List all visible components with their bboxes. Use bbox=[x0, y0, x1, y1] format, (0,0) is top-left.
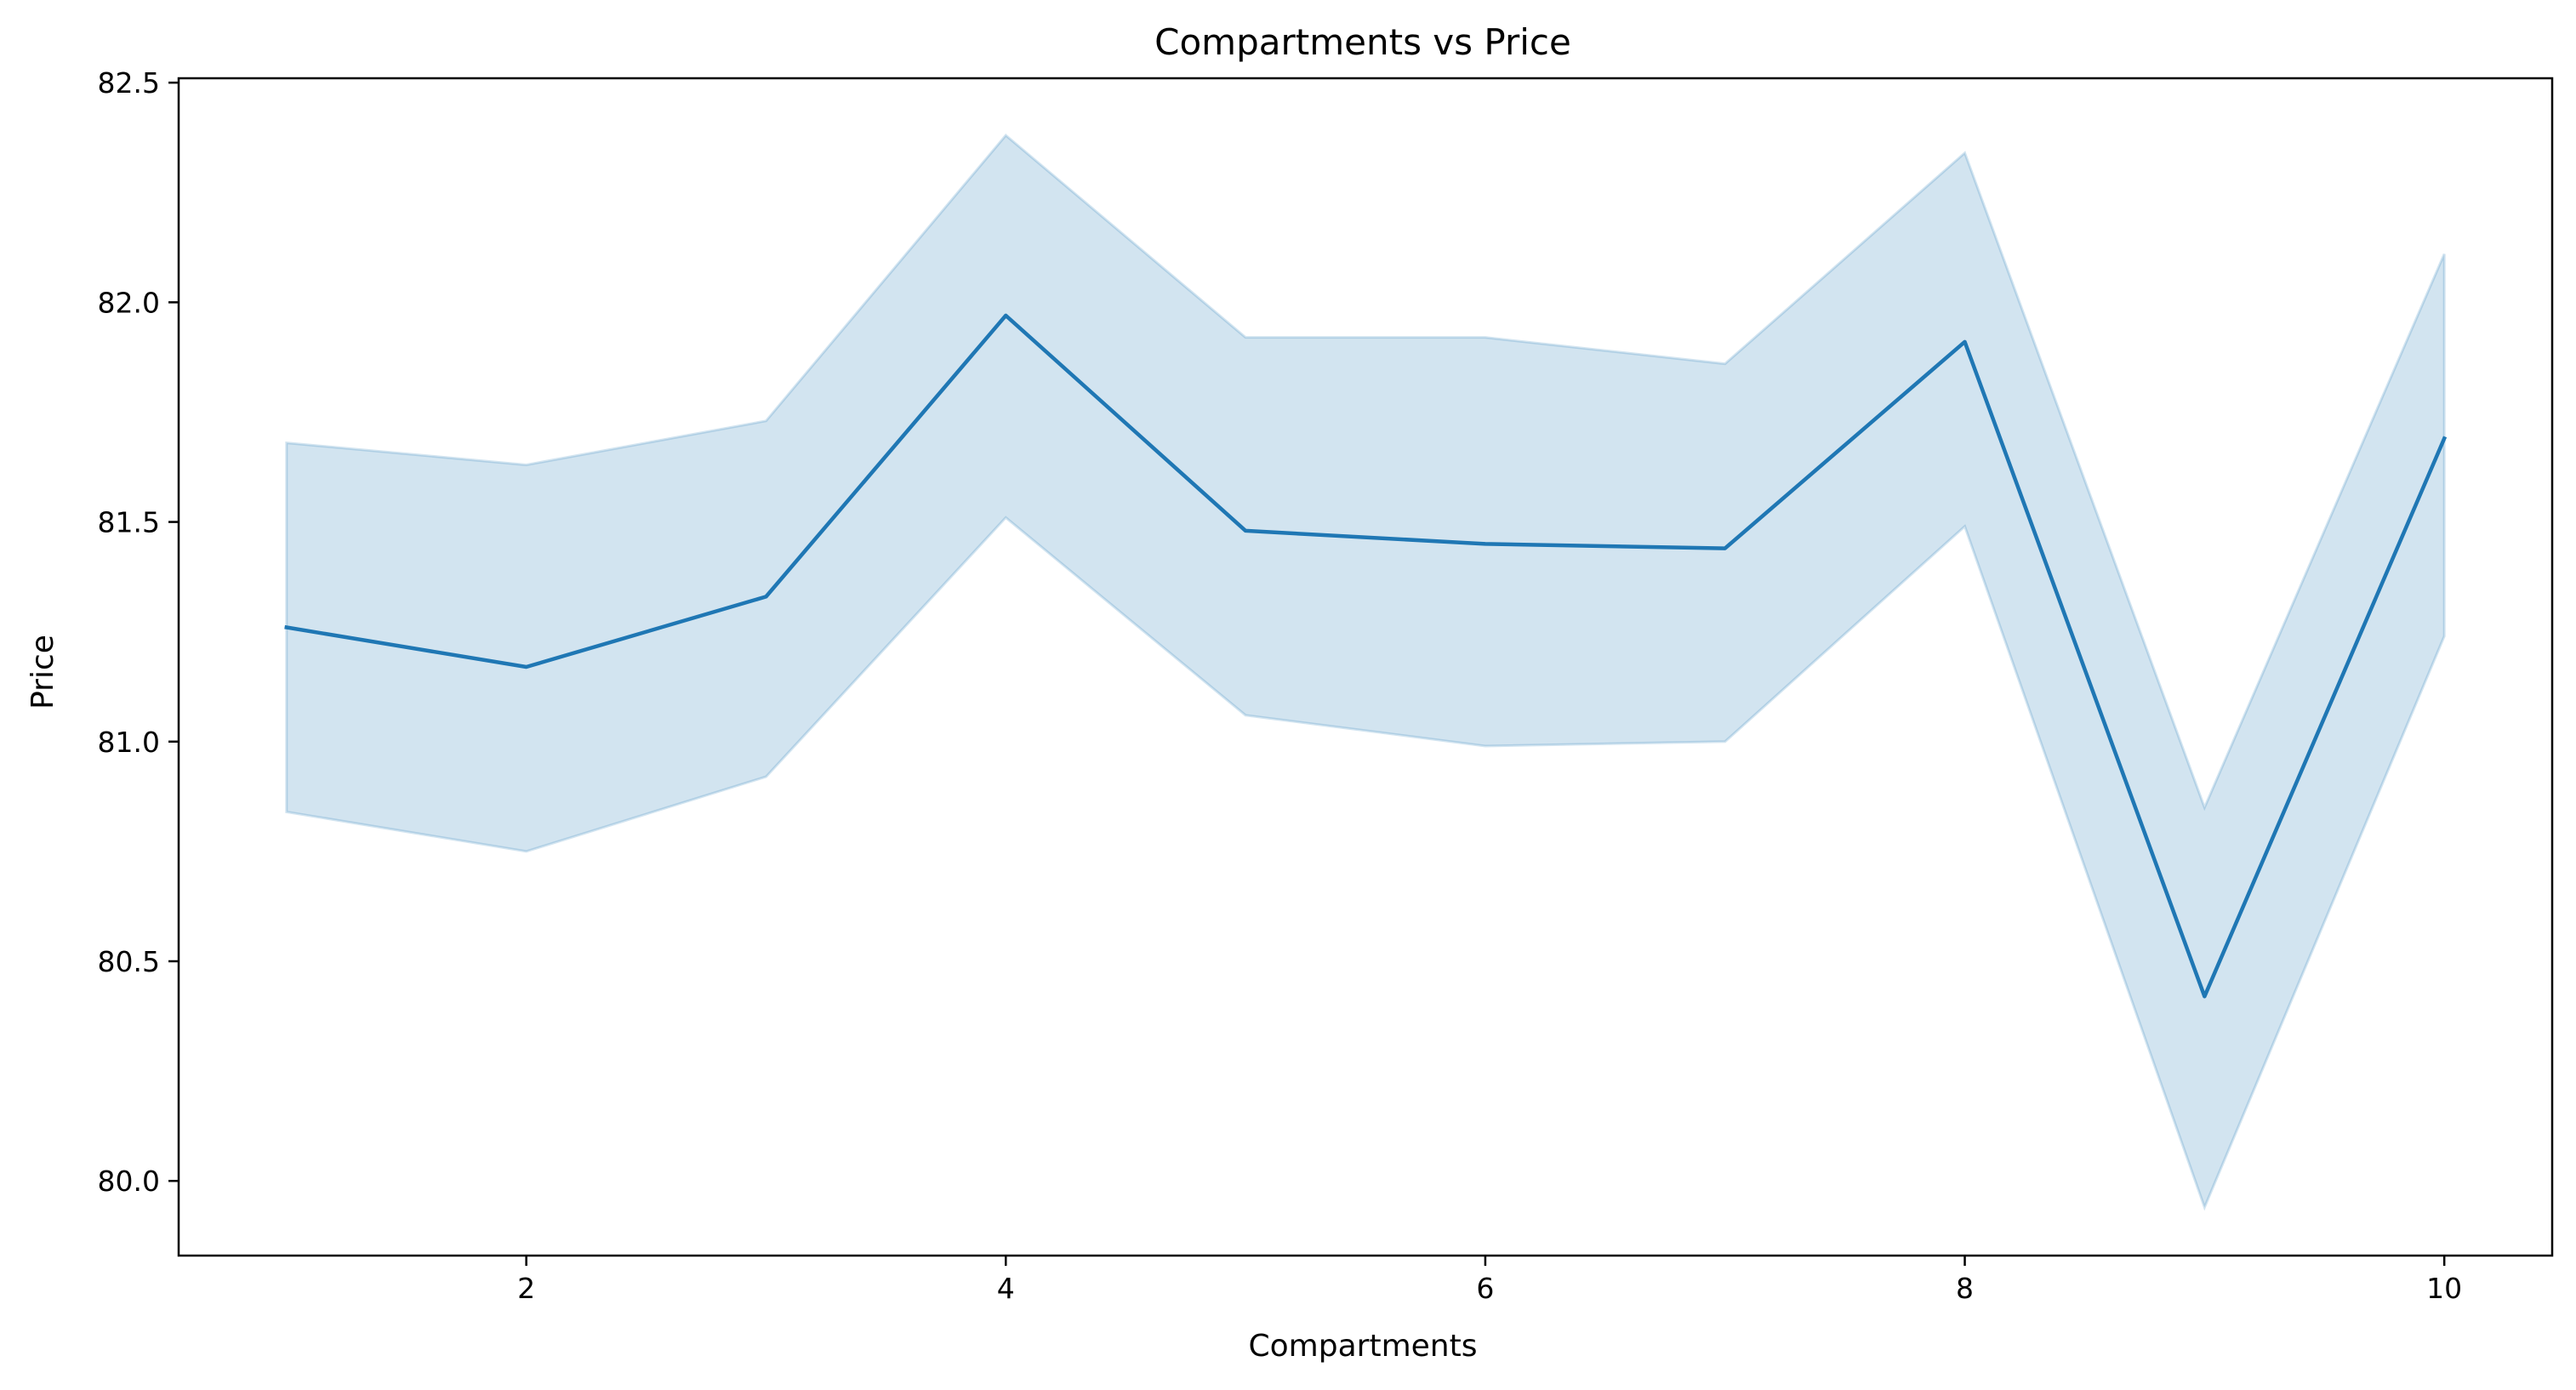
y-tick-label: 82.0 bbox=[98, 286, 160, 319]
x-tick-label: 2 bbox=[517, 1272, 535, 1305]
axes-frame bbox=[177, 77, 2554, 1257]
data-point bbox=[1963, 339, 1968, 345]
data-point bbox=[524, 664, 529, 669]
y-tick-label: 81.0 bbox=[98, 726, 160, 759]
y-tick-label: 80.5 bbox=[98, 945, 160, 978]
x-tick-label: 8 bbox=[1956, 1272, 1974, 1305]
data-point bbox=[2442, 436, 2447, 441]
data-point bbox=[284, 625, 289, 630]
data-point bbox=[1723, 546, 1728, 551]
y-axis-label: Price bbox=[26, 635, 60, 709]
data-point bbox=[1483, 541, 1488, 546]
y-tick-label: 81.5 bbox=[98, 506, 160, 539]
confidence-band bbox=[285, 134, 2446, 1211]
x-tick-label: 10 bbox=[2426, 1272, 2462, 1305]
x-axis-label: Compartments bbox=[1249, 1329, 1478, 1364]
data-point bbox=[2202, 994, 2207, 999]
x-tick-label: 6 bbox=[1476, 1272, 1494, 1305]
series-line bbox=[284, 313, 2448, 999]
data-point bbox=[1003, 313, 1008, 318]
data-point bbox=[1243, 528, 1248, 533]
y-tick-label: 82.5 bbox=[98, 66, 160, 100]
y-tick-label: 80.0 bbox=[98, 1165, 160, 1198]
data-point bbox=[763, 594, 768, 599]
plot-area: 2 4 6 8 10 80.0 80.5 81.0 81.5 82.0 82.5 bbox=[98, 66, 2554, 1305]
chart-title: Compartments vs Price bbox=[1154, 21, 1571, 63]
x-tick-label: 4 bbox=[997, 1272, 1015, 1305]
